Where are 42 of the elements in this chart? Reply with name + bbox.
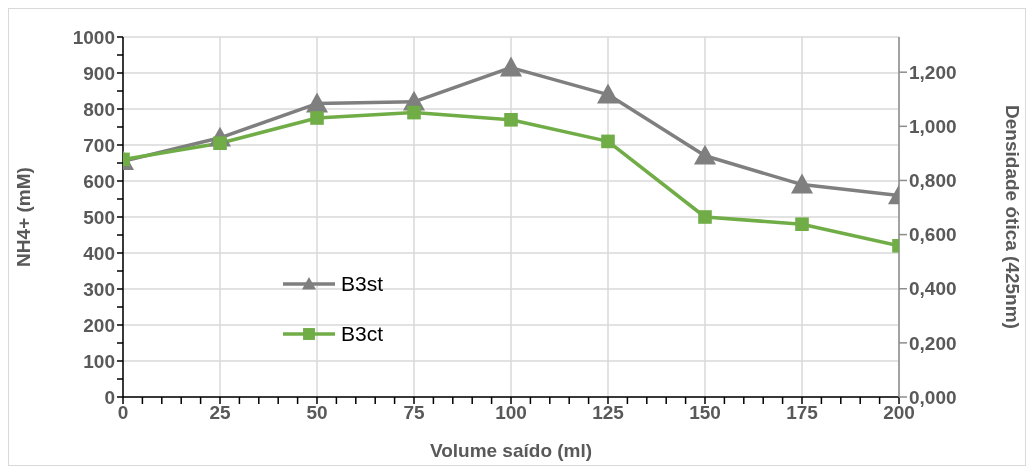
y-tick-label: 500: [83, 206, 115, 228]
point: [407, 105, 421, 120]
y-tick-label: 100: [83, 350, 115, 372]
point: [500, 56, 522, 77]
point: [597, 83, 619, 104]
x-tick-label: 125: [592, 402, 625, 424]
point: [601, 134, 615, 149]
point: [504, 113, 518, 127]
y-tick-label: 600: [83, 170, 115, 192]
y2-tick-label: 0,600: [909, 224, 957, 246]
y-tick-label: 700: [83, 134, 115, 156]
y2-tick-label: 0,800: [909, 170, 957, 192]
y-axis-title: NH4+ (mM): [12, 167, 34, 267]
y2-tick-label: 0,200: [909, 332, 957, 354]
point: [791, 173, 813, 194]
x-axis-title: Volume saído (ml): [429, 440, 593, 461]
point: [698, 210, 712, 224]
y2-tick-label: 0,000: [909, 386, 957, 408]
point: [795, 217, 809, 231]
y-tick-label: 200: [83, 314, 115, 336]
x-tick-label: 25: [209, 402, 231, 424]
legend-label: B3st: [341, 272, 384, 296]
point: [306, 92, 328, 113]
y-tick-label: 1000: [72, 26, 115, 48]
x-tick-label: 100: [495, 402, 527, 424]
legend-label: B3ct: [341, 322, 384, 346]
y2-tick-label: 1,000: [909, 116, 957, 138]
x-tick-label: 150: [689, 402, 721, 424]
y-tick-label: 400: [83, 242, 115, 264]
y2-tick-label: 1,200: [909, 61, 957, 83]
y-tick-label: 300: [83, 278, 115, 300]
x-tick-label: 50: [306, 402, 328, 424]
y-tick-label: 0: [104, 386, 115, 408]
x-tick-label: 175: [786, 402, 819, 424]
x-tick-label: 75: [403, 402, 425, 424]
x-tick-label: 0: [117, 402, 129, 424]
y-tick-label: 800: [83, 98, 115, 120]
y-tick-label: 900: [83, 62, 115, 84]
point: [694, 144, 716, 165]
point: [310, 111, 324, 125]
y2-axis-title: Densidade ótica (425nm): [1002, 105, 1024, 329]
y2-tick-label: 0,400: [909, 278, 957, 300]
